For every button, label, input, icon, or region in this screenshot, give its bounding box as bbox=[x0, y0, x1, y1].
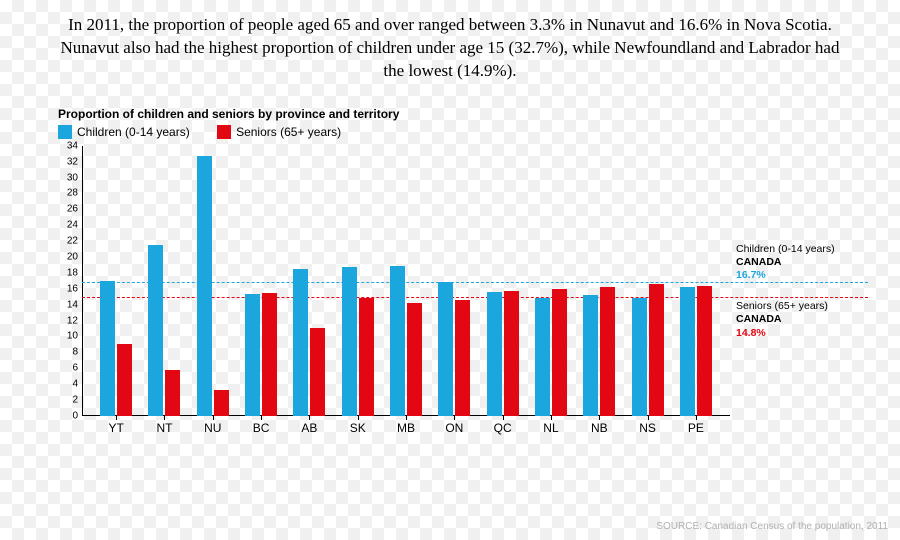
y-tick: 18 bbox=[54, 267, 78, 278]
bar-seniors bbox=[165, 370, 180, 416]
bar-seniors bbox=[117, 344, 132, 415]
bar-children bbox=[100, 281, 115, 416]
y-tick: 22 bbox=[54, 236, 78, 247]
x-tick bbox=[551, 416, 552, 420]
x-label: AB bbox=[301, 421, 317, 435]
bar-group: BC bbox=[237, 146, 285, 416]
bar-seniors bbox=[359, 298, 374, 416]
y-tick: 14 bbox=[54, 299, 78, 310]
source-text: SOURCE: Canadian Census of the populatio… bbox=[656, 521, 888, 532]
bar-group: NU bbox=[189, 146, 237, 416]
x-label: ON bbox=[445, 421, 463, 435]
x-tick bbox=[503, 416, 504, 420]
bar-seniors bbox=[407, 303, 422, 416]
x-label: PE bbox=[688, 421, 704, 435]
y-axis: 0246810121416182022242628303234 bbox=[54, 146, 78, 416]
x-label: SK bbox=[350, 421, 366, 435]
x-tick bbox=[406, 416, 407, 420]
legend-item-children: Children (0-14 years) bbox=[58, 125, 190, 139]
x-tick bbox=[261, 416, 262, 420]
bar-seniors bbox=[552, 289, 567, 416]
bar-children bbox=[342, 267, 357, 416]
legend-swatch-children bbox=[58, 125, 72, 139]
chart-container: Proportion of children and seniors by pr… bbox=[58, 107, 730, 416]
bar-children bbox=[632, 298, 647, 416]
x-tick bbox=[648, 416, 649, 420]
x-label: NS bbox=[639, 421, 656, 435]
legend-label-children: Children (0-14 years) bbox=[77, 125, 190, 139]
y-tick: 4 bbox=[54, 379, 78, 390]
headline-text: In 2011, the proportion of people aged 6… bbox=[50, 14, 850, 83]
bar-group: NT bbox=[140, 146, 188, 416]
y-tick: 10 bbox=[54, 331, 78, 342]
chart-title: Proportion of children and seniors by pr… bbox=[58, 107, 730, 121]
bar-seniors bbox=[214, 390, 229, 416]
bar-group: NB bbox=[575, 146, 623, 416]
x-label: QC bbox=[494, 421, 512, 435]
content-wrap: In 2011, the proportion of people aged 6… bbox=[0, 0, 900, 416]
bars-group: YTNTNUBCABSKMBONQCNLNBNSPE bbox=[82, 146, 730, 416]
y-tick: 16 bbox=[54, 283, 78, 294]
y-tick: 32 bbox=[54, 156, 78, 167]
bar-group: SK bbox=[334, 146, 382, 416]
bar-children bbox=[583, 295, 598, 416]
bar-children bbox=[535, 298, 550, 416]
y-tick: 0 bbox=[54, 410, 78, 421]
bar-group: ON bbox=[430, 146, 478, 416]
x-tick bbox=[164, 416, 165, 420]
legend-swatch-seniors bbox=[217, 125, 231, 139]
x-tick bbox=[358, 416, 359, 420]
legend: Children (0-14 years) Seniors (65+ years… bbox=[58, 125, 730, 142]
bar-group: MB bbox=[382, 146, 430, 416]
bar-group: YT bbox=[92, 146, 140, 416]
x-tick bbox=[599, 416, 600, 420]
x-label: BC bbox=[253, 421, 270, 435]
y-tick: 2 bbox=[54, 394, 78, 405]
bar-seniors bbox=[649, 284, 664, 416]
legend-label-seniors: Seniors (65+ years) bbox=[236, 125, 341, 139]
bar-children bbox=[680, 287, 695, 416]
y-tick: 24 bbox=[54, 220, 78, 231]
bar-children bbox=[245, 294, 260, 416]
x-label: YT bbox=[108, 421, 123, 435]
x-tick bbox=[696, 416, 697, 420]
x-tick bbox=[213, 416, 214, 420]
bar-children bbox=[487, 292, 502, 416]
y-tick: 26 bbox=[54, 204, 78, 215]
bar-seniors bbox=[504, 291, 519, 416]
bar-children bbox=[148, 245, 163, 416]
bar-seniors bbox=[600, 287, 615, 416]
x-label: NT bbox=[156, 421, 172, 435]
y-tick: 6 bbox=[54, 363, 78, 374]
bar-group: NL bbox=[527, 146, 575, 416]
plot-area: YTNTNUBCABSKMBONQCNLNBNSPE bbox=[82, 146, 730, 416]
bar-children bbox=[390, 266, 405, 416]
y-tick: 34 bbox=[54, 140, 78, 151]
x-tick bbox=[454, 416, 455, 420]
plot: 0246810121416182022242628303234 YTNTNUBC… bbox=[58, 146, 730, 416]
x-label: MB bbox=[397, 421, 415, 435]
bar-seniors bbox=[455, 300, 470, 416]
legend-item-seniors: Seniors (65+ years) bbox=[217, 125, 341, 139]
y-tick: 28 bbox=[54, 188, 78, 199]
y-tick: 20 bbox=[54, 252, 78, 263]
y-tick: 12 bbox=[54, 315, 78, 326]
y-tick: 8 bbox=[54, 347, 78, 358]
bar-group: QC bbox=[479, 146, 527, 416]
x-label: NB bbox=[591, 421, 608, 435]
x-tick bbox=[116, 416, 117, 420]
bar-seniors bbox=[262, 293, 277, 416]
x-label: NU bbox=[204, 421, 221, 435]
x-tick bbox=[309, 416, 310, 420]
bar-group: PE bbox=[672, 146, 720, 416]
bar-seniors bbox=[697, 286, 712, 415]
x-label: NL bbox=[543, 421, 558, 435]
bar-children bbox=[197, 156, 212, 416]
bar-children bbox=[438, 282, 453, 415]
y-tick: 30 bbox=[54, 172, 78, 183]
bar-group: NS bbox=[623, 146, 671, 416]
bar-seniors bbox=[310, 328, 325, 415]
bar-children bbox=[293, 269, 308, 416]
bar-group: AB bbox=[285, 146, 333, 416]
